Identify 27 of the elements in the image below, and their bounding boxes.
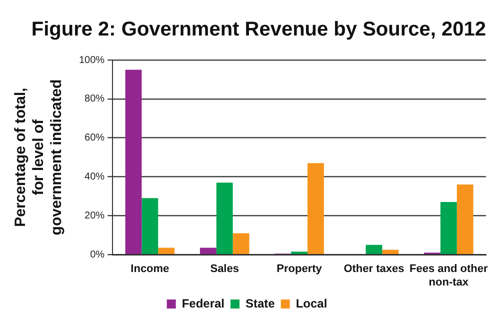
legend-label: State <box>246 296 276 310</box>
y-tick-label: 20% <box>84 210 105 222</box>
bar <box>308 163 324 254</box>
x-tick-label: Property <box>276 263 323 276</box>
bar <box>216 182 233 254</box>
x-tick-label: Other taxes <box>344 263 404 276</box>
bar <box>125 70 142 254</box>
y-tick-label: 60% <box>84 132 105 144</box>
bar <box>382 250 399 254</box>
x-tick-label: Income <box>130 263 170 276</box>
chart-title: Figure 2: Government Revenue by Source, 2012 <box>31 18 486 41</box>
bar <box>232 233 250 254</box>
bar <box>200 248 216 254</box>
y-tick-label: 80% <box>84 94 105 105</box>
bar <box>142 198 158 254</box>
legend-label: Local <box>296 296 328 310</box>
x-tick-label: Fees and other non-tax <box>410 263 488 288</box>
y-tick-label: 40% <box>84 172 105 183</box>
legend-label: Federal <box>182 296 224 310</box>
bar <box>366 244 382 254</box>
bar <box>456 184 474 254</box>
bar <box>158 248 175 254</box>
y-tick-label: 100% <box>79 54 105 66</box>
y-axis-title: Percentage of total, for level of government indicated <box>12 79 66 236</box>
bar <box>440 202 457 254</box>
y-tick-label: 0% <box>90 249 105 260</box>
x-tick-label: Sales <box>210 263 239 276</box>
